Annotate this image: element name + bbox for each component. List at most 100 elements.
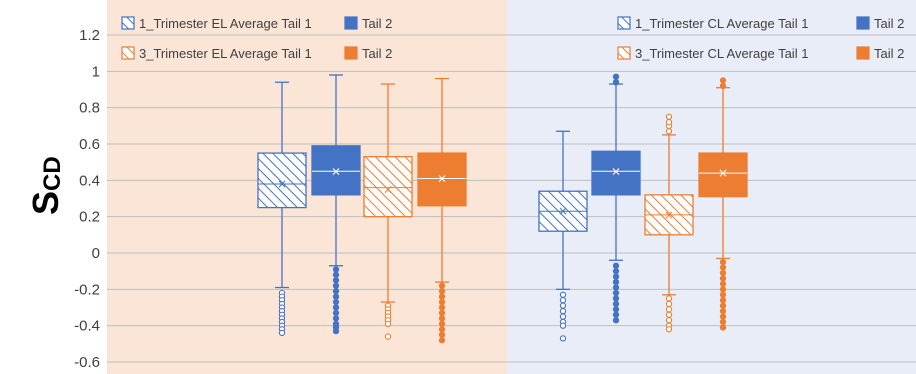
box-cl-4: × [698, 77, 748, 331]
outlier-point [612, 268, 620, 275]
y-tick-label: 0.2 [79, 209, 100, 226]
mean-marker: × [611, 164, 621, 178]
mean-marker: × [558, 204, 568, 218]
outlier-point [612, 306, 620, 313]
box-el-2: × [311, 74, 361, 335]
outlier-point [612, 317, 620, 324]
outlier-point [438, 326, 446, 333]
box-cl-1: × [538, 130, 588, 342]
mean-marker: × [718, 166, 728, 180]
outlier-point [332, 298, 340, 306]
legend-label: 1_Trimester CL Average Tail 1 [635, 16, 808, 31]
box-iqr [363, 156, 413, 218]
box-iqr [591, 150, 641, 196]
outlier-point [665, 306, 673, 313]
outlier-point [438, 337, 446, 344]
outlier-point [719, 302, 727, 309]
outlier-point [612, 273, 620, 280]
outlier-point [438, 282, 446, 289]
outlier-point [332, 304, 340, 311]
mean-marker: × [383, 182, 393, 196]
box-el-1: × [257, 81, 307, 337]
legend-label: 3_Trimester EL Average Tail 1 [139, 46, 312, 61]
outlier-point [332, 266, 340, 273]
y-axis-label-sub: CD [39, 156, 66, 191]
outlier-point [719, 324, 727, 331]
legend-label: Tail 2 [362, 46, 392, 61]
outlier-point [559, 313, 567, 320]
outlier-point [438, 309, 446, 317]
legend-entry: 3_Trimester CL Average Tail 1 [617, 46, 808, 61]
outlier-point [278, 329, 286, 337]
outlier-point [438, 287, 446, 295]
legend-entry: Tail 2 [344, 46, 392, 61]
legend-label: 3_Trimester CL Average Tail 1 [635, 46, 808, 61]
legend-swatch [344, 46, 358, 60]
box-iqr [698, 152, 748, 198]
y-tick-label: 1.2 [79, 27, 100, 44]
legend-swatch [121, 46, 135, 60]
legend-label: 1_Trimester EL Average Tail 1 [139, 16, 312, 31]
outlier-point [612, 295, 620, 302]
outlier-point [559, 302, 567, 309]
outlier-point [612, 278, 620, 286]
y-tick-label: -0.4 [74, 318, 100, 335]
box-el-3: × [363, 83, 413, 340]
y-axis-label-main: S [25, 191, 66, 215]
outlier-point [559, 291, 567, 298]
box-iqr [417, 152, 467, 207]
legend-swatch [617, 46, 631, 60]
box-cl-3: × [644, 113, 694, 333]
outlier-point [612, 300, 620, 308]
y-axis-label: SCD [25, 156, 66, 215]
outlier-point [559, 335, 567, 342]
outlier-point [438, 304, 446, 311]
outlier-point [332, 293, 340, 300]
outlier-point [719, 82, 727, 90]
box-iqr [311, 145, 361, 196]
outlier-point [384, 320, 392, 327]
gridlines [107, 34, 916, 363]
outlier-point [665, 113, 673, 120]
outlier-point [332, 277, 340, 284]
outlier-point [332, 287, 340, 295]
outlier-point [665, 295, 673, 302]
legend-swatch [121, 16, 135, 30]
outlier-point [719, 280, 727, 288]
outlier-point [559, 297, 567, 304]
legend-label: Tail 2 [362, 16, 392, 31]
outlier-point [438, 320, 446, 327]
outlier-point [719, 258, 727, 266]
legends: 1_Trimester EL Average Tail 1 Tail 2 3_Tri… [121, 16, 904, 61]
outlier-point [332, 327, 340, 335]
box-cl-2: × [591, 73, 641, 324]
y-tick-label: 1 [92, 63, 100, 80]
legend-swatch [617, 16, 631, 30]
box-plots: × × × × × × × × [257, 73, 748, 344]
outlier-point [665, 300, 673, 308]
legend-swatch [344, 16, 358, 30]
outlier-point [665, 317, 673, 324]
outlier-point [438, 293, 446, 300]
outlier-point [719, 269, 727, 277]
box-iqr [257, 152, 307, 209]
outlier-point [719, 275, 727, 282]
y-tick-label: -0.6 [74, 354, 100, 371]
outlier-point [332, 282, 340, 289]
outlier-point [719, 318, 727, 326]
legend-label: Tail 2 [874, 46, 904, 61]
y-tick-label: 0.4 [79, 172, 100, 189]
outlier-point [719, 286, 727, 293]
outlier-point [665, 311, 673, 318]
legend-entry: 1_Trimester EL Average Tail 1 [121, 16, 312, 31]
outlier-point [332, 315, 340, 322]
box-el-4: × [417, 77, 467, 344]
outlier-point [665, 119, 673, 126]
outlier-point [332, 309, 340, 317]
y-tick-label: 0.6 [79, 136, 100, 153]
outlier-point [384, 333, 392, 340]
outlier-point [612, 311, 620, 318]
outlier-point [719, 313, 727, 320]
outlier-point [559, 307, 567, 315]
